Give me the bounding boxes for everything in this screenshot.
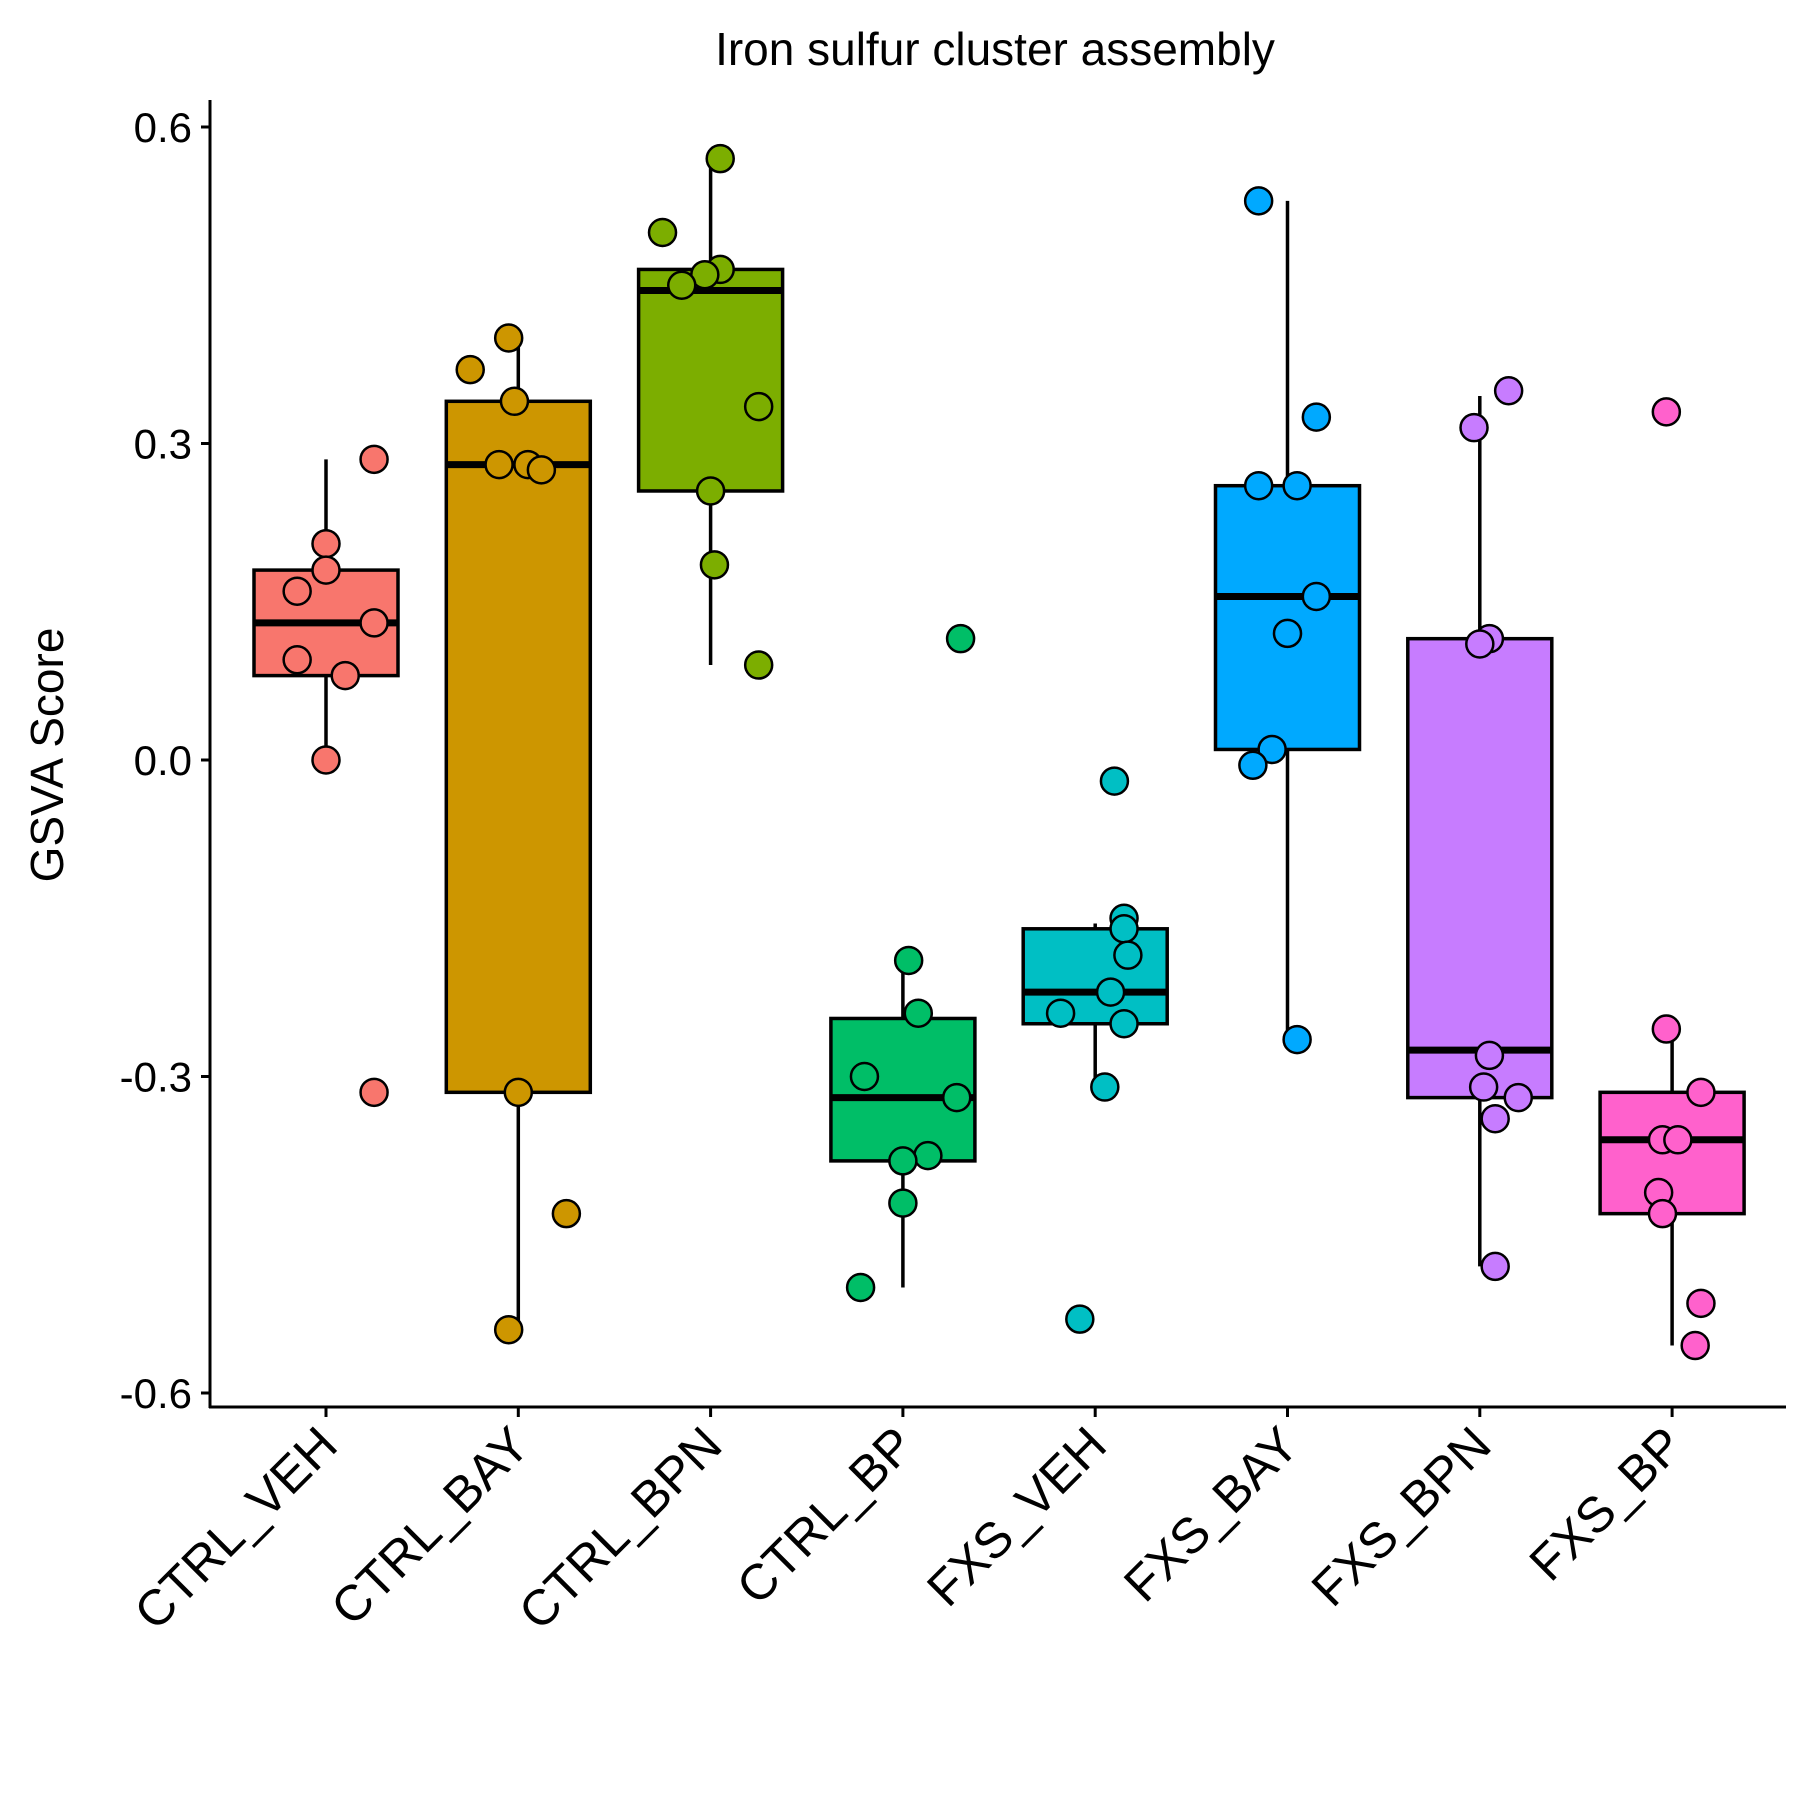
data-point: [1465, 629, 1495, 659]
data-point: [695, 476, 726, 506]
plot-area: [252, 143, 1746, 1361]
data-point: [311, 528, 341, 559]
data-point: [1282, 470, 1312, 501]
data-point: [1301, 402, 1332, 432]
data-point: [1272, 618, 1303, 649]
data-point: [1045, 998, 1076, 1028]
data-point: [1480, 1251, 1510, 1282]
data-point: [1503, 1082, 1534, 1113]
data-point: [1095, 977, 1126, 1007]
data-point: [699, 550, 730, 580]
data-point: [1090, 1072, 1120, 1102]
data-point: [359, 444, 389, 475]
data-point: [359, 1077, 389, 1108]
data-point: [849, 1061, 880, 1092]
y-tick-label: 0.3: [134, 421, 192, 468]
data-point: [1243, 470, 1274, 501]
x-tick-label: CTRL_VEH: [123, 1416, 347, 1640]
data-point: [499, 386, 530, 417]
data-point: [1109, 914, 1139, 944]
y-tick-label: -0.3: [120, 1054, 192, 1101]
box: [1406, 636, 1554, 1100]
data-point: [1301, 581, 1332, 612]
data-point: [1243, 186, 1274, 216]
data-point: [455, 354, 485, 385]
data-point: [1651, 397, 1682, 427]
data-point: [330, 660, 360, 691]
data-point: [1099, 766, 1130, 796]
box-group-ctrl-bay: [444, 323, 593, 1345]
data-point: [1459, 412, 1489, 443]
data-point: [941, 1082, 972, 1113]
axes: [208, 100, 1786, 1409]
data-point: [1480, 1103, 1510, 1134]
data-point: [913, 1140, 943, 1171]
box: [1213, 483, 1362, 752]
x-tick-label: FXS_BPN: [1301, 1416, 1502, 1617]
data-point: [1651, 1014, 1682, 1044]
data-point: [1468, 1072, 1499, 1102]
box-group-fxs-bpn: [1406, 376, 1554, 1282]
data-point: [1686, 1077, 1716, 1108]
data-point: [1113, 940, 1143, 970]
x-tick-label: FXS_BAY: [1113, 1416, 1309, 1612]
data-point: [743, 650, 774, 680]
data-point: [1647, 1198, 1678, 1229]
y-tick-label: -0.6: [120, 1370, 192, 1417]
box-group-fxs-bp: [1598, 397, 1746, 1361]
data-point: [945, 623, 976, 654]
y-axis-label: GSVA Score: [21, 628, 73, 883]
x-axis-ticks: CTRL_VEHCTRL_BAYCTRL_BPNCTRL_BPFXS_VEHFX…: [123, 1407, 1694, 1640]
box: [444, 399, 593, 1095]
data-point: [1474, 1040, 1505, 1071]
data-point: [493, 323, 524, 353]
box: [636, 267, 785, 493]
x-tick-label: CTRL_BAY: [320, 1416, 540, 1636]
x-tick-label: CTRL_BPN: [508, 1416, 732, 1640]
data-point: [282, 576, 312, 606]
data-point: [1109, 1009, 1139, 1039]
data-point: [359, 608, 389, 638]
box: [1021, 927, 1169, 1026]
data-point: [647, 217, 678, 248]
data-point: [1065, 1304, 1095, 1334]
x-tick-label: FXS_BP: [1519, 1416, 1694, 1591]
y-axis-ticks: 0.6 0.3 0.0 -0.3 -0.6: [120, 104, 210, 1417]
box-group-fxs-bay: [1213, 186, 1362, 1055]
data-point: [282, 645, 312, 675]
chart-title: Iron sulfur cluster assembly: [715, 23, 1275, 75]
data-point: [845, 1272, 876, 1303]
data-point: [1282, 1024, 1312, 1055]
box-group-ctrl-bp: [829, 623, 977, 1303]
data-point: [705, 143, 735, 174]
box-group-fxs-veh: [1021, 766, 1169, 1334]
data-point: [1493, 376, 1524, 406]
data-point: [667, 270, 697, 300]
data-point: [888, 1188, 918, 1218]
data-point: [551, 1198, 582, 1229]
data-point: [743, 391, 774, 422]
y-tick-label: 0.0: [134, 737, 192, 784]
data-point: [311, 745, 341, 775]
y-tick-label: 0.6: [134, 104, 192, 151]
data-point: [526, 455, 557, 485]
data-point: [893, 945, 924, 976]
data-point: [311, 555, 341, 585]
data-point: [1663, 1125, 1693, 1155]
data-point: [1680, 1330, 1710, 1361]
box-group-ctrl-bpn: [636, 143, 785, 680]
data-point: [493, 1314, 524, 1345]
box-group-ctrl-veh: [252, 444, 400, 1108]
data-point: [503, 1077, 534, 1108]
data-point: [1686, 1288, 1716, 1319]
x-tick-label: FXS_VEH: [916, 1416, 1117, 1617]
data-point: [1238, 750, 1268, 781]
data-point: [888, 1146, 918, 1176]
data-point: [903, 998, 934, 1028]
data-point: [484, 449, 514, 480]
x-tick-label: CTRL_BP: [726, 1416, 925, 1615]
data-point: [1257, 734, 1287, 765]
